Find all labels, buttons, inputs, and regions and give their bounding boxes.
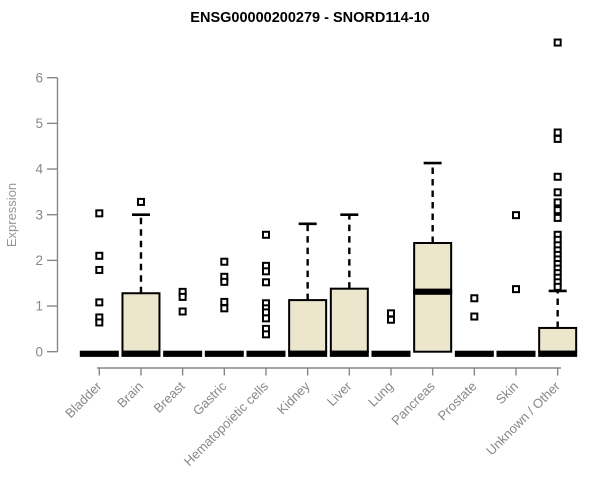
outlier-point [261, 314, 270, 323]
box-group [204, 257, 244, 357]
outlier-point [261, 330, 270, 339]
y-tick-label: 0 [35, 344, 43, 359]
box-group [496, 211, 536, 357]
y-tick-label: 4 [35, 162, 43, 177]
outlier-point [553, 206, 562, 215]
outlier-point [553, 128, 562, 137]
outlier-point [512, 211, 520, 220]
outlier-point [261, 278, 270, 287]
outlier-point [553, 213, 562, 222]
outlier-point [95, 209, 104, 218]
median-line [204, 350, 244, 357]
outlier-point [95, 298, 104, 307]
y-tick-label: 2 [35, 253, 43, 268]
median-line [79, 350, 119, 357]
x-tick-label: Liver [324, 378, 355, 409]
outlier-point [553, 134, 562, 143]
box-group [246, 230, 286, 357]
median-line [454, 350, 494, 357]
outlier-point [220, 277, 229, 286]
x-tick-label: Pancreas [388, 378, 438, 428]
y-tick-label: 1 [35, 299, 43, 314]
box-group [163, 287, 203, 357]
chart-title: ENSG00000200279 - SNORD114-10 [190, 10, 429, 26]
x-tick-label: Brain [114, 379, 146, 411]
outlier-point [95, 251, 104, 260]
outlier-point [261, 267, 270, 276]
outlier-point [95, 265, 104, 274]
outlier-point [470, 294, 479, 303]
median-line [371, 350, 411, 357]
box-rect [413, 242, 453, 353]
outlier-point [553, 198, 562, 207]
outlier-point [178, 307, 187, 316]
x-tick-label: Bladder [62, 378, 105, 421]
outlier-point [553, 172, 562, 181]
outlier-point [136, 197, 145, 206]
y-tick-label: 5 [35, 116, 43, 131]
median-line [246, 350, 286, 357]
y-tick-label: 6 [35, 70, 43, 85]
y-axis-label: Expression [4, 183, 19, 247]
median-line [288, 350, 328, 357]
x-tick-label: Gastric [190, 378, 230, 418]
outlier-point [261, 230, 270, 239]
outlier-point [553, 282, 562, 291]
outlier-point [178, 292, 187, 301]
box-group [454, 294, 494, 357]
x-tick-label: Lung [365, 379, 396, 410]
median-line [496, 350, 536, 357]
box-group [288, 222, 328, 357]
outlier-point [220, 257, 229, 266]
outlier-point [220, 297, 229, 306]
box-rect [288, 299, 328, 353]
y-tick-label: 3 [35, 207, 43, 222]
median-line [163, 350, 203, 357]
box-group [79, 209, 119, 357]
x-tick-label: Kidney [274, 378, 313, 417]
median-line [121, 350, 161, 357]
box-group [121, 197, 161, 357]
outlier-point [553, 188, 562, 197]
box-group [538, 38, 578, 357]
outlier-point [512, 285, 520, 294]
median-line [413, 288, 453, 295]
x-tick-label: Prostate [435, 379, 480, 424]
box-rect [121, 292, 161, 353]
box-rect [329, 287, 369, 353]
outlier-point [386, 315, 395, 324]
box-group [371, 309, 411, 357]
median-line [329, 350, 369, 357]
outlier-point [95, 318, 104, 327]
boxes [79, 38, 578, 357]
median-line [538, 350, 578, 357]
outlier-point [470, 312, 479, 321]
x-tick-label: Unknown / Other [483, 378, 563, 458]
box-rect [538, 326, 578, 353]
x-tick-label: Breast [151, 378, 188, 415]
outlier-point [386, 309, 395, 318]
outlier-point [220, 304, 229, 313]
box-group [413, 161, 453, 353]
x-tick-label: Skin [493, 379, 521, 407]
box-group [329, 213, 369, 357]
outlier-point [553, 38, 562, 47]
